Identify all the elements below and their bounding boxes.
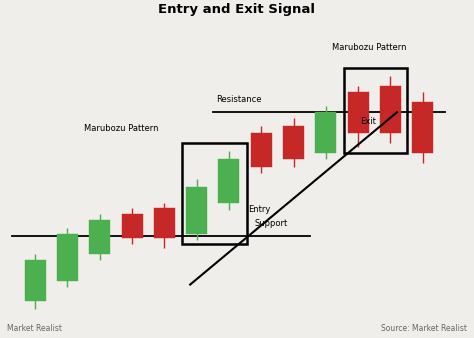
Bar <box>347 92 369 132</box>
Bar <box>315 112 337 153</box>
Bar <box>57 234 78 281</box>
Text: Support: Support <box>255 219 288 228</box>
Bar <box>344 68 407 153</box>
Text: Marubozu Pattern: Marubozu Pattern <box>83 124 158 132</box>
Text: Marubozu Pattern: Marubozu Pattern <box>332 43 407 51</box>
Bar <box>182 143 246 244</box>
Bar <box>283 126 304 159</box>
Text: Exit: Exit <box>360 118 375 126</box>
Bar <box>121 214 143 238</box>
Text: Entry: Entry <box>248 204 271 214</box>
Bar <box>154 208 175 238</box>
Title: Entry and Exit Signal: Entry and Exit Signal <box>158 3 316 16</box>
Text: Market Realist: Market Realist <box>7 324 62 333</box>
Text: Resistance: Resistance <box>216 95 262 104</box>
Bar <box>186 187 207 234</box>
Bar <box>251 132 272 167</box>
Bar <box>89 220 110 254</box>
Bar <box>25 260 46 301</box>
Bar <box>380 86 401 132</box>
Bar <box>412 102 433 153</box>
Text: Source: Market Realist: Source: Market Realist <box>381 324 467 333</box>
Bar <box>219 159 239 203</box>
